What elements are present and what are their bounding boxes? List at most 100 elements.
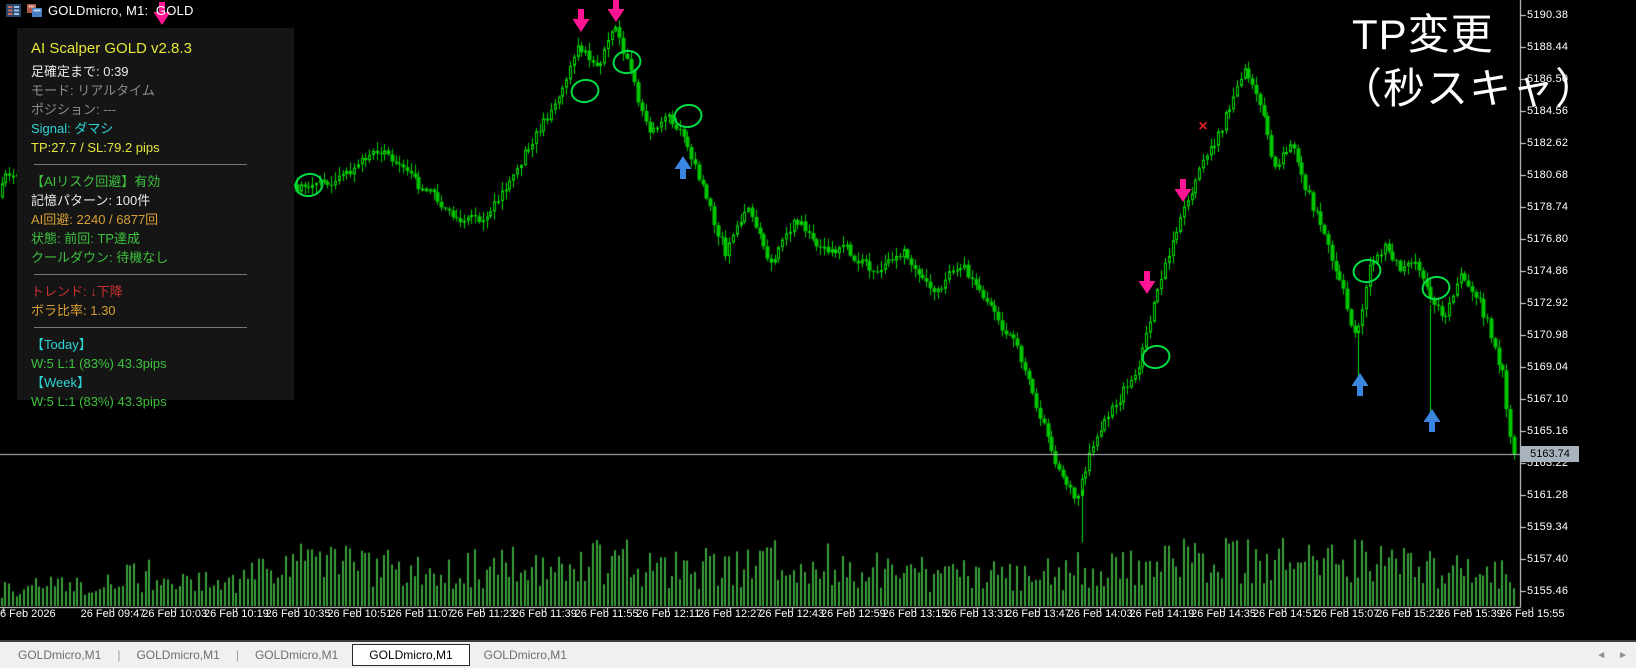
panel-row: クールダウン: 待機なし [31, 250, 169, 265]
time-tick-label: 26 Feb 15:55 [1499, 608, 1565, 620]
buy-arrow-marker [1423, 409, 1441, 437]
price-tick-label: 5180.68 [1527, 168, 1569, 181]
chart-title-bar: GOLDmicro, M1: GOLD [6, 3, 194, 18]
tab-bar: GOLDmicro,M1 | GOLDmicro,M1 | GOLDmicro,M1 GO… [0, 640, 1636, 668]
entry-circle-marker [1419, 273, 1453, 303]
tab-navigation: ◄ ► [1596, 642, 1628, 668]
time-tick-label: 26 Feb 14:03 [1067, 608, 1133, 620]
chart-tab-active[interactable]: GOLDmicro,M1 [352, 644, 470, 666]
entry-circle-marker [1139, 342, 1173, 372]
time-tick-label: 26 Feb 10:35 [265, 608, 331, 620]
panel-title: AI Scalper GOLD v2.8.3 [31, 40, 192, 57]
buy-arrow-marker [1351, 373, 1369, 401]
price-tick-label: 5165.16 [1527, 424, 1569, 437]
panel-row: 記憶パターン: 100件 [31, 193, 151, 208]
price-tick-label: 5155.46 [1527, 584, 1569, 597]
sell-arrow-marker [153, 2, 171, 30]
price-tick-label: 5184.56 [1527, 104, 1569, 117]
panel-row: モード: リアルタイム [31, 83, 155, 98]
panel-row: 足確定まで: 0:39 [31, 64, 129, 79]
chart-window-icon [27, 4, 42, 17]
price-tick-label: 5161.28 [1527, 488, 1569, 501]
time-tick-label: 26 Feb 15:07 [1314, 608, 1380, 620]
time-tick-label: 26 Feb 15:39 [1437, 608, 1503, 620]
time-tick-label: 26 Feb 12:27 [697, 608, 763, 620]
price-tick-label: 5159.34 [1527, 520, 1569, 533]
time-tick-label: 26 Feb 13:31 [944, 608, 1010, 620]
panel-row: 【AIリスク回避】有効 [31, 174, 161, 189]
chart-tab[interactable]: GOLDmicro,M1 [136, 648, 220, 662]
entry-circle-marker [610, 47, 644, 77]
time-axis[interactable]: 6 Feb 2026 26 Feb 09:47 26 Feb 10:03 26 Feb… [0, 608, 1636, 626]
sell-arrow-marker [1174, 179, 1192, 207]
entry-circle-marker [568, 76, 602, 106]
price-tick-label: 5186.50 [1527, 72, 1569, 85]
time-tick-label: 26 Feb 13:47 [1006, 608, 1071, 620]
tab-separator: | [117, 648, 121, 662]
time-tick-label: 26 Feb 11:39 [512, 608, 577, 620]
time-tick-label: 26 Feb 14:19 [1129, 608, 1195, 620]
chart-tab[interactable]: GOLDmicro,M1 [483, 648, 567, 662]
panel-row: トレンド: ↓下降 [31, 284, 123, 299]
entry-circle-marker [1350, 256, 1384, 286]
panel-row: 状態: 前回: TP達成 [31, 231, 141, 246]
panel-separator [34, 164, 247, 165]
time-tick-label: 26 Feb 10:03 [142, 608, 208, 620]
entry-circle-marker [671, 101, 705, 131]
price-tick-label: 5190.38 [1527, 8, 1569, 21]
panel-row: W:5 L:1 (83%) 43.3pips [31, 356, 167, 371]
panel-row: 【Today】 [31, 337, 92, 352]
price-tick-label: 5188.44 [1527, 40, 1569, 53]
panel-separator [34, 327, 247, 328]
price-axis[interactable]: 5190.38 5188.44 5186.50 5184.56 5182.62 5180.… [1520, 0, 1636, 625]
time-tick-label: 26 Feb 10:51 [327, 608, 393, 620]
current-price-badge: 5163.74 [1521, 446, 1579, 463]
panel-row: W:5 L:1 (83%) 43.3pips [31, 394, 167, 409]
chart-annotation-note: TP変更 （秒スキャ） [1340, 8, 1598, 116]
entry-circle-marker [292, 170, 326, 200]
loss-x-marker: × [1198, 118, 1208, 135]
price-tick-label: 5174.86 [1527, 264, 1569, 277]
panel-separator [34, 274, 247, 275]
price-tick-label: 5157.40 [1527, 552, 1569, 565]
price-tick-label: 5182.62 [1527, 136, 1569, 149]
time-tick-label: 26 Feb 11:23 [451, 608, 516, 620]
note-line-2: （秒スキャ） [1340, 65, 1599, 112]
price-tick-label: 5167.10 [1527, 392, 1569, 405]
time-tick-label: 6 Feb 2026 [0, 608, 56, 620]
tab-scroll-left-icon[interactable]: ◄ [1596, 649, 1607, 661]
time-tick-label: 26 Feb 10:19 [203, 608, 269, 620]
price-tick-label: 5169.04 [1527, 360, 1569, 373]
panel-row: TP:27.7 / SL:79.2 pips [31, 140, 160, 155]
panel-row: AI回避: 2240 / 6877回 [31, 212, 159, 227]
tab-separator: | [235, 648, 239, 662]
time-tick-label: 26 Feb 11:07 [389, 608, 454, 620]
chart-tab[interactable]: GOLDmicro,M1 [254, 648, 339, 662]
tab-scroll-right-icon[interactable]: ► [1618, 649, 1628, 661]
time-tick-label: 26 Feb 09:47 [80, 608, 146, 620]
note-line-1: TP変更 [1352, 11, 1494, 58]
panel-row: Signal: ダマシ [31, 121, 114, 136]
time-tick-label: 26 Feb 13:15 [882, 608, 948, 620]
sell-arrow-marker [1138, 271, 1156, 299]
chart-list-icon [6, 4, 21, 17]
sell-arrow-marker [572, 9, 590, 37]
price-tick-label: 5170.98 [1527, 328, 1569, 341]
chart-title: GOLDmicro, M1: GOLD [48, 3, 194, 18]
chart-tabs: GOLDmicro,M1 | GOLDmicro,M1 | GOLDmicro,M1 GO… [0, 642, 581, 668]
buy-arrow-marker [674, 156, 692, 184]
panel-row: 【Week】 [31, 375, 90, 390]
price-tick-label: 5176.80 [1527, 232, 1569, 245]
chart-tab[interactable]: GOLDmicro,M1 [18, 648, 102, 662]
time-tick-label: 26 Feb 12:43 [759, 608, 825, 620]
time-tick-label: 26 Feb 12:59 [820, 608, 886, 620]
time-tick-label: 26 Feb 14:35 [1191, 608, 1257, 620]
price-tick-label: 5172.92 [1527, 296, 1569, 309]
time-tick-label: 26 Feb 14:51 [1252, 608, 1318, 620]
time-tick-label: 26 Feb 15:23 [1376, 608, 1442, 620]
panel-row: ボラ比率: 1.30 [31, 303, 116, 318]
time-tick-label: 26 Feb 11:55 [574, 608, 639, 620]
ai-scalper-panel: AI Scalper GOLD v2.8.3 足確定まで: 0:39 モード: リア… [17, 28, 294, 409]
